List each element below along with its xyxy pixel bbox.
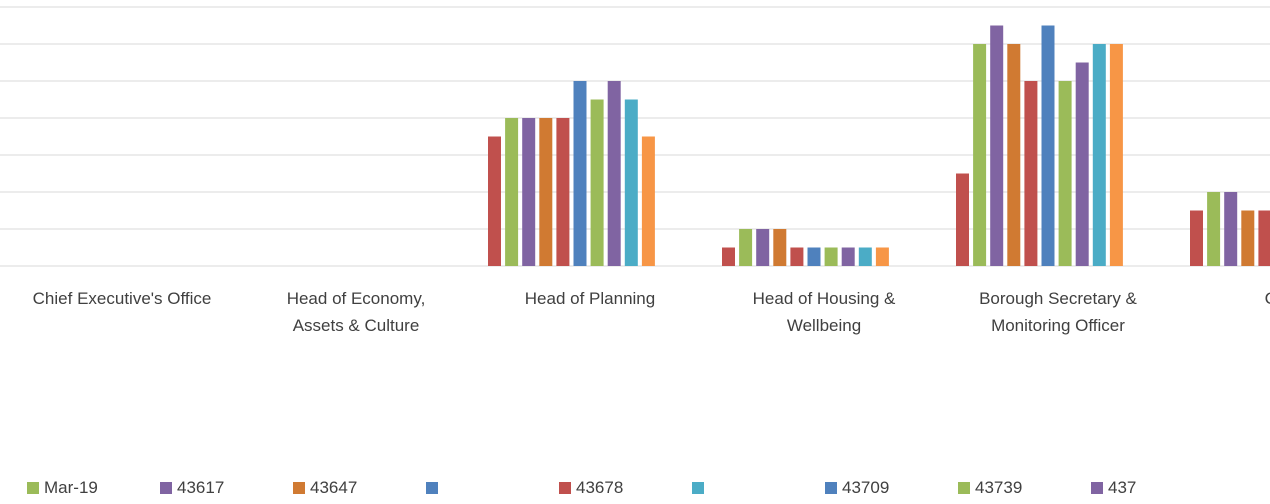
bar (773, 229, 787, 266)
legend-label: 43647 (310, 478, 358, 497)
bar (739, 229, 753, 266)
bar (1224, 192, 1238, 266)
legend-swatch (27, 482, 39, 494)
bar (756, 229, 770, 266)
legend-label: 43617 (177, 478, 225, 497)
legend-item: 437 (1091, 476, 1136, 500)
bar (858, 247, 872, 266)
category-label: Head of Economy, (287, 289, 426, 308)
category-label: Assets & Culture (293, 316, 420, 335)
bar (607, 81, 621, 266)
legend-label: 437 (1108, 478, 1137, 497)
category-labels: Chief Executive's Office Head of Economy,… (33, 289, 1270, 335)
bar (505, 118, 519, 266)
legend-item: 43709 (825, 476, 889, 500)
bar (790, 247, 804, 266)
legend-item: 43678 (559, 476, 623, 500)
legend-item: 43739 (958, 476, 1022, 500)
bar (973, 44, 987, 266)
legend-item: Mar-19 (27, 476, 98, 500)
bar (875, 247, 889, 266)
bar (824, 247, 838, 266)
legend-item (426, 476, 443, 500)
legend-label: 43709 (842, 478, 890, 497)
bar (1190, 210, 1203, 266)
bar-chart: Chief Executive's Office Head of Economy,… (0, 6, 1270, 335)
legend-item (692, 476, 709, 500)
category-label: Wellbeing (787, 316, 861, 335)
legend-label: 43678 (576, 478, 624, 497)
legend-swatch (559, 482, 571, 494)
category-label: Chief Executive's Office (33, 289, 212, 308)
category-label: Chief F (1265, 289, 1270, 308)
bar (1075, 62, 1089, 266)
legend-label: Mar-19 (44, 478, 98, 497)
legend-swatch (825, 482, 837, 494)
bar (1092, 44, 1106, 266)
bar (488, 136, 501, 266)
bar (1058, 81, 1072, 266)
legend-swatch (958, 482, 970, 494)
category-label: Monitoring Officer (991, 316, 1125, 335)
bar (990, 25, 1004, 266)
legend-swatch (1091, 482, 1103, 494)
legend: Mar-19 43617 43647 43678 43709 43739 437 (0, 476, 1270, 500)
bar (624, 99, 638, 266)
bar (1258, 210, 1270, 266)
bar (522, 118, 536, 266)
bar (1241, 210, 1255, 266)
bar (807, 247, 821, 266)
category-label: Borough Secretary & (979, 289, 1137, 308)
category-label: Head of Planning (525, 289, 655, 308)
bar (539, 118, 553, 266)
bar (1024, 81, 1038, 266)
legend-swatch (160, 482, 172, 494)
bar (956, 173, 969, 266)
bar (556, 118, 570, 266)
bar (573, 81, 587, 266)
legend-label: 43739 (975, 478, 1023, 497)
bar (722, 247, 735, 266)
bars (488, 25, 1270, 266)
legend-swatch (692, 482, 704, 494)
bar (1109, 44, 1123, 266)
legend-item: 43647 (293, 476, 357, 500)
bar (841, 247, 855, 266)
bar (590, 99, 604, 266)
bar (1041, 25, 1055, 266)
legend-swatch (426, 482, 438, 494)
bar (1007, 44, 1021, 266)
legend-item: 43617 (160, 476, 224, 500)
bar (641, 136, 655, 266)
bar (1207, 192, 1221, 266)
legend-swatch (293, 482, 305, 494)
category-label: Head of Housing & (753, 289, 896, 308)
